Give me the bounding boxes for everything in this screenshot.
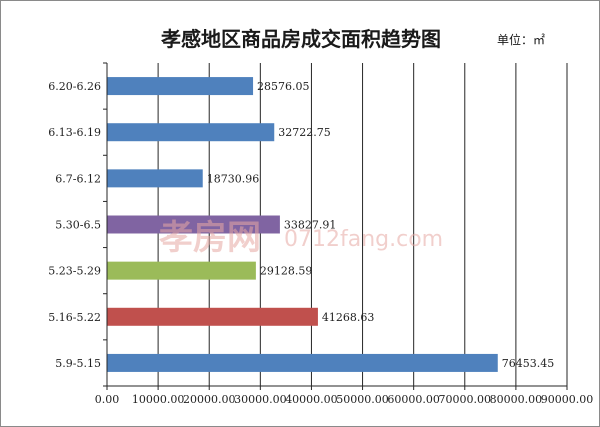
x-tick-label: 30000.00	[234, 393, 287, 406]
axes	[103, 62, 568, 390]
x-tick-label: 40000.00	[285, 393, 338, 406]
bar	[107, 307, 318, 326]
category-label: 6.13-6.19	[48, 126, 101, 139]
bar	[107, 77, 254, 96]
x-tick-label: 50000.00	[336, 393, 389, 406]
category-label: 5.9-5.15	[55, 357, 101, 370]
x-tick-label: 60000.00	[387, 393, 440, 406]
value-label: 28576.05	[257, 80, 310, 93]
bar	[107, 215, 280, 234]
category-label: 5.16-5.22	[48, 311, 101, 324]
unit-label: 单位：㎡	[497, 32, 545, 47]
category-label: 6.20-6.26	[48, 80, 101, 93]
bars	[107, 77, 498, 372]
gridlines	[157, 63, 568, 386]
watermark-brand: 孝房网	[159, 218, 261, 258]
watermark-url: 0712fang.com	[284, 227, 443, 252]
x-tick-label: 20000.00	[183, 393, 236, 406]
x-tick-label: 10000.00	[132, 393, 185, 406]
category-label: 5.30-6.5	[55, 219, 101, 232]
value-label: 33827.91	[284, 219, 337, 232]
chart-title: 孝感地区商品房成交面积趋势图	[160, 27, 441, 51]
bar	[107, 169, 203, 188]
value-label: 32722.75	[278, 126, 331, 139]
x-tick-label: 80000.00	[490, 393, 543, 406]
watermark: 孝房网 0712fang.com	[159, 218, 443, 258]
bar	[107, 353, 498, 372]
category-label: 6.7-6.12	[55, 172, 101, 185]
x-tick-label: 0.00	[95, 393, 120, 406]
value-label: 29128.59	[260, 265, 313, 278]
category-label: 5.23-5.29	[48, 265, 101, 278]
x-tick-label: 90000.00	[541, 393, 594, 406]
labels: 6.20-6.26 28576.05 6.13-6.19 32722.75 6.7-6.…	[48, 80, 593, 406]
bar	[107, 261, 256, 280]
bar	[107, 123, 275, 142]
value-label: 41268.63	[322, 311, 375, 324]
value-label: 18730.96	[207, 172, 260, 185]
value-label: 76453.45	[502, 357, 555, 370]
x-tick-label: 70000.00	[439, 393, 492, 406]
